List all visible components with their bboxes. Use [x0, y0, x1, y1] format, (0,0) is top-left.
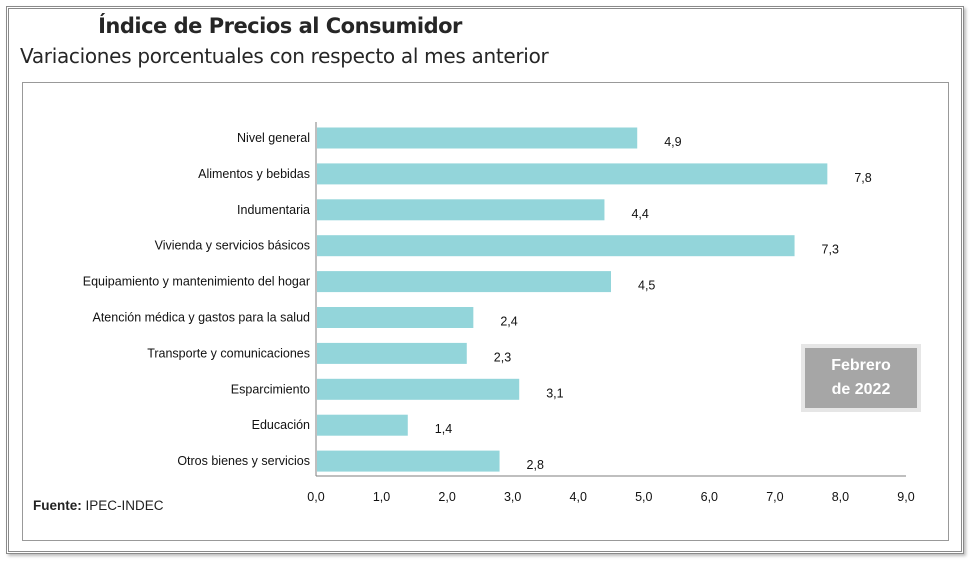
source-value: IPEC-INDEC — [85, 498, 164, 513]
bar-4 — [317, 235, 795, 257]
bar-2 — [317, 163, 828, 185]
x-tick-label: 3,0 — [504, 490, 521, 504]
x-tick-label: 8,0 — [832, 490, 849, 504]
data-label: 2,4 — [500, 315, 517, 329]
bar-7 — [317, 342, 467, 364]
chart-title: Índice de Precios al Consumidor — [98, 14, 462, 38]
bar-3 — [317, 199, 605, 221]
bar-1 — [317, 127, 638, 149]
category-label: Otros bienes y servicios — [177, 454, 310, 468]
category-label: Indumentaria — [237, 203, 310, 217]
data-label: 7,3 — [822, 243, 839, 257]
bar-9 — [317, 414, 408, 436]
category-label: Equipamiento y mantenimiento del hogar — [83, 275, 310, 289]
source-note: Fuente: IPEC-INDEC — [33, 498, 164, 513]
data-label: 2,8 — [527, 458, 544, 472]
x-tick-label: 0,0 — [307, 490, 324, 504]
chart-subtitle: Variaciones porcentuales con respecto al… — [20, 44, 549, 68]
x-tick-label: 2,0 — [438, 490, 455, 504]
bar-8 — [317, 378, 520, 400]
data-label: 7,8 — [854, 171, 871, 185]
category-label: Educación — [252, 418, 310, 432]
data-label: 1,4 — [435, 422, 452, 436]
period-badge: Febrero de 2022 — [801, 344, 921, 412]
x-tick-label: 6,0 — [701, 490, 718, 504]
x-tick-label: 5,0 — [635, 490, 652, 504]
source-label: Fuente: — [33, 498, 82, 513]
plot-area — [22, 82, 949, 541]
bar-6 — [317, 307, 474, 328]
data-label: 3,1 — [546, 386, 563, 400]
category-label: Esparcimiento — [231, 382, 310, 396]
category-label: Alimentos y bebidas — [198, 167, 310, 181]
x-tick-label: 1,0 — [373, 490, 390, 504]
badge-year: de 2022 — [831, 381, 891, 398]
data-label: 4,5 — [638, 279, 655, 293]
x-tick-label: 7,0 — [766, 490, 783, 504]
data-label: 4,4 — [631, 207, 648, 221]
x-tick-label: 4,0 — [570, 490, 587, 504]
bar-10 — [317, 450, 500, 472]
x-tick-label: 9,0 — [897, 490, 914, 504]
category-label: Vivienda y servicios básicos — [155, 239, 310, 253]
data-label: 2,3 — [494, 350, 511, 364]
bar-5 — [317, 271, 611, 293]
category-label: Nivel general — [237, 131, 310, 145]
badge-month: Febrero — [831, 357, 891, 374]
data-label: 4,9 — [664, 135, 681, 149]
category-label: Transporte y comunicaciones — [147, 346, 310, 360]
category-label: Atención médica y gastos para la salud — [93, 311, 311, 325]
